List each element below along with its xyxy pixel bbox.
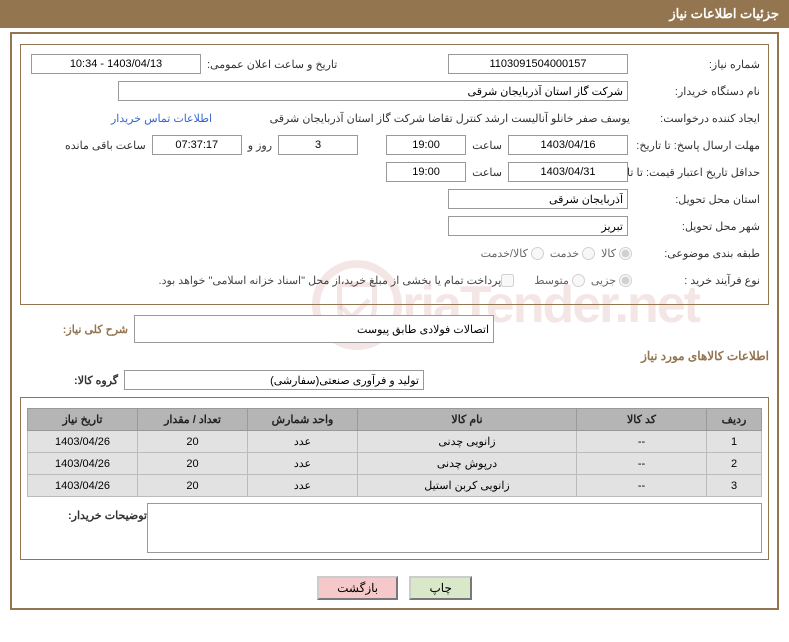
contact-buyer-link[interactable]: اطلاعات تماس خریدار: [111, 112, 212, 125]
label-goods-group: گروه کالا:: [20, 374, 120, 387]
label-buyer-notes: توضیحات خریدار:: [27, 503, 147, 553]
table-cell: 20: [138, 475, 248, 497]
label-delivery-city: شهر محل تحویل:: [632, 220, 762, 233]
table-cell: --: [577, 431, 707, 453]
table-header: واحد شمارش: [248, 409, 358, 431]
label-remaining-suffix: ساعت باقی مانده: [63, 139, 148, 152]
radio-service-label: خدمت: [550, 247, 579, 260]
label-announce: تاریخ و ساعت اعلان عمومی:: [205, 58, 339, 71]
label-purchase-type: نوع فرآیند خرید :: [632, 274, 762, 287]
table-cell: 1403/04/26: [28, 431, 138, 453]
table-cell: عدد: [248, 475, 358, 497]
table-cell: 20: [138, 431, 248, 453]
buyer-org-field: [118, 81, 628, 101]
table-row: 1--زانویی چدنیعدد201403/04/26: [28, 431, 762, 453]
label-delivery-province: استان محل تحویل:: [632, 193, 762, 206]
label-days-and: روز و: [246, 139, 274, 152]
table-cell: عدد: [248, 431, 358, 453]
form-box-main: شماره نیاز: تاریخ و ساعت اعلان عمومی: نا…: [20, 44, 769, 305]
radio-medium: [572, 274, 585, 287]
delivery-province-field: [448, 189, 628, 209]
subject-radio-group: کالا خدمت کالا/خدمت: [481, 247, 632, 260]
label-price-validity: حداقل تاریخ اعتبار قیمت: تا تاریخ:: [632, 166, 762, 179]
back-button[interactable]: بازگشت: [317, 576, 398, 600]
table-header: ردیف: [707, 409, 762, 431]
need-number-field: [448, 54, 628, 74]
price-validity-date-field: [508, 162, 628, 182]
table-row: 2--درپوش چدنیعدد201403/04/26: [28, 453, 762, 475]
label-need-desc: شرح کلی نیاز:: [20, 323, 130, 336]
radio-goods-label: کالا: [601, 247, 616, 260]
page-title: جزئیات اطلاعات نیاز: [669, 6, 779, 21]
radio-goods-service: [531, 247, 544, 260]
label-time-1: ساعت: [470, 139, 504, 152]
section-title-items: اطلاعات کالاهای مورد نیاز: [20, 349, 769, 363]
requester-value: یوسف صفر خانلو آنالیست ارشد کنترل تقاضا …: [212, 112, 632, 125]
purchase-type-radio-group: جزیی متوسط: [534, 274, 632, 287]
table-header: نام کالا: [358, 409, 577, 431]
table-row: 3--زانویی کربن استیلعدد201403/04/26: [28, 475, 762, 497]
response-time-field: [386, 135, 466, 155]
print-button[interactable]: چاپ: [409, 576, 471, 600]
label-response-deadline: مهلت ارسال پاسخ: تا تاریخ:: [632, 139, 762, 152]
table-cell: 1403/04/26: [28, 475, 138, 497]
response-date-field: [508, 135, 628, 155]
table-cell: 2: [707, 453, 762, 475]
outer-frame: riaTender.net شماره نیاز: تاریخ و ساعت ا…: [10, 32, 779, 610]
label-subject-class: طبقه بندی موضوعی:: [632, 247, 762, 260]
label-buyer-org: نام دستگاه خریدار:: [632, 85, 762, 98]
table-cell: درپوش چدنی: [358, 453, 577, 475]
button-bar: چاپ بازگشت: [20, 570, 769, 600]
remaining-time-field: [152, 135, 242, 155]
payment-checkbox: [501, 274, 514, 287]
table-cell: 3: [707, 475, 762, 497]
table-cell: زانویی کربن استیل: [358, 475, 577, 497]
radio-goods-service-label: کالا/خدمت: [481, 247, 528, 260]
radio-small: [619, 274, 632, 287]
goods-group-field: [124, 370, 424, 390]
buyer-notes-area: [147, 503, 762, 553]
radio-small-label: جزیی: [591, 274, 616, 287]
table-cell: 20: [138, 453, 248, 475]
table-cell: زانویی چدنی: [358, 431, 577, 453]
announce-field: [31, 54, 201, 74]
need-description-field: [134, 315, 494, 343]
label-need-number: شماره نیاز:: [632, 58, 762, 71]
price-validity-time-field: [386, 162, 466, 182]
payment-note: پرداخت تمام یا بخشی از مبلغ خرید،از محل …: [159, 274, 502, 287]
form-box-items: ردیفکد کالانام کالاواحد شمارشتعداد / مقد…: [20, 397, 769, 560]
table-header: کد کالا: [577, 409, 707, 431]
table-cell: 1: [707, 431, 762, 453]
page-header: جزئیات اطلاعات نیاز: [0, 0, 789, 28]
label-requester: ایجاد کننده درخواست:: [632, 112, 762, 125]
table-header: تعداد / مقدار: [138, 409, 248, 431]
label-time-2: ساعت: [470, 166, 504, 179]
radio-medium-label: متوسط: [534, 274, 569, 287]
remaining-days-field: [278, 135, 358, 155]
table-cell: 1403/04/26: [28, 453, 138, 475]
delivery-city-field: [448, 216, 628, 236]
items-table: ردیفکد کالانام کالاواحد شمارشتعداد / مقد…: [27, 408, 762, 497]
table-cell: عدد: [248, 453, 358, 475]
table-cell: --: [577, 453, 707, 475]
radio-service: [582, 247, 595, 260]
radio-goods: [619, 247, 632, 260]
table-header: تاریخ نیاز: [28, 409, 138, 431]
table-cell: --: [577, 475, 707, 497]
